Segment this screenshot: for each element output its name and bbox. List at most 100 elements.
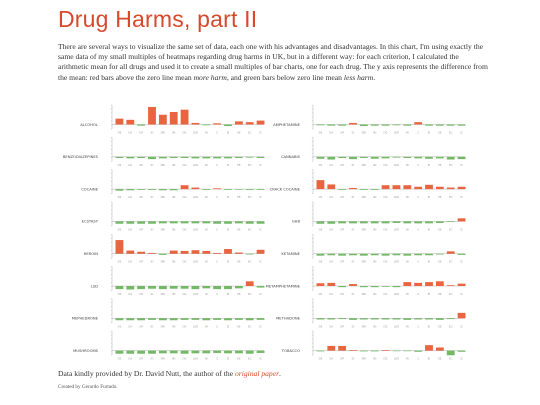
x-tick-label: EC (248, 195, 252, 199)
author-credit: Created by Gerardo Furtado. (58, 384, 118, 390)
x-tick-label: EI (428, 227, 431, 231)
bar (115, 221, 124, 224)
bar (349, 350, 357, 351)
bar (349, 253, 357, 256)
bar (414, 186, 423, 190)
bar (435, 318, 444, 320)
bar (435, 281, 444, 286)
bar (392, 318, 401, 320)
footer-end: . (279, 369, 281, 378)
x-tick-label: IC (259, 195, 262, 199)
bar (213, 252, 222, 254)
drug-label: HEROIN (84, 252, 99, 256)
drug-label: METHADONE (276, 317, 301, 321)
bar (148, 106, 156, 125)
drug-label: TOBACCO (281, 349, 300, 353)
x-tick-label: DP (340, 131, 344, 135)
x-tick-label: LOR (193, 195, 198, 199)
x-tick-label: C (417, 357, 419, 361)
x-tick-label: DS (118, 163, 122, 167)
bar (414, 221, 423, 224)
x-tick-label: ID (151, 227, 154, 231)
x-tick-label: DG (384, 227, 388, 231)
x-tick-label: EC (449, 163, 453, 167)
bar (148, 221, 156, 224)
x-tick-label: DG (384, 324, 388, 328)
x-tick-label: ID (151, 131, 154, 135)
bar (370, 286, 379, 288)
x-tick-label: IC (259, 260, 262, 264)
panel-ketamine: KETAMINE DS DA DP ID DRI IRI DG LOR IN C EI EE EC IC (281, 234, 466, 264)
drug-label: AMPHETAMINE (273, 123, 301, 127)
bar (435, 186, 444, 190)
bar (359, 221, 368, 224)
panel-methadone: METHADONE DS DA DP ID DRI IRI DG LOR IN C EI EE EC IC (276, 298, 466, 328)
bar (115, 156, 124, 158)
bar (245, 221, 254, 224)
x-tick-label: IRI (373, 260, 377, 264)
bar (327, 253, 336, 256)
x-tick-label: IN (205, 163, 208, 167)
x-tick-label: DG (384, 195, 388, 199)
bar (403, 185, 412, 190)
bar (224, 249, 232, 254)
x-tick-label: DRI (161, 324, 166, 328)
x-tick-label: DS (319, 292, 323, 296)
bar (381, 124, 390, 126)
x-tick-label: ID (352, 163, 355, 167)
x-tick-label: DP (139, 163, 143, 167)
panel-crack-cocaine: CRACK COCAINE DS DA DP ID DRI IRI DG LOR IN C EI EE E… (270, 169, 466, 199)
bar (446, 251, 455, 254)
x-tick-label: ID (151, 324, 154, 328)
bar (213, 350, 222, 353)
x-tick-label: C (216, 292, 218, 296)
x-tick-label: C (216, 260, 218, 264)
bar (349, 221, 357, 224)
x-tick-label: LOR (394, 195, 399, 199)
x-tick-label: EE (237, 357, 241, 361)
bar (425, 156, 433, 159)
x-tick-label: DA (128, 324, 132, 328)
original-paper-link[interactable]: original paper (234, 369, 280, 378)
drug-label: LSD (91, 284, 98, 288)
x-tick-label: EI (227, 324, 230, 328)
bar (126, 156, 135, 159)
bar (435, 221, 444, 223)
x-tick-label: IC (460, 292, 463, 296)
x-tick-label: C (216, 357, 218, 361)
bar (316, 124, 325, 126)
bar (115, 318, 124, 321)
x-tick-label: DG (384, 357, 388, 361)
x-tick-label: DRI (161, 260, 166, 264)
x-tick-label: ID (352, 227, 355, 231)
x-tick-label: EI (428, 292, 431, 296)
x-tick-label: LOR (394, 357, 399, 361)
x-tick-label: LOR (193, 163, 198, 167)
bar (370, 318, 379, 320)
bar (425, 124, 433, 126)
x-tick-label: IN (205, 195, 208, 199)
x-tick-label: ID (352, 324, 355, 328)
drug-label: MEPHEDRONE (72, 317, 99, 321)
panel-mephedrone: MEPHEDRONE DS DA DP ID DRI IRI DG LOR IN C EI EE EC IC (72, 298, 265, 328)
data-credit: Data kindly provided by Dr. David Nutt, … (58, 369, 281, 378)
x-tick-label: IC (259, 357, 262, 361)
bar (457, 312, 466, 319)
bar (403, 318, 412, 320)
x-tick-label: ID (151, 260, 154, 264)
bar (180, 250, 189, 254)
bar (359, 286, 368, 288)
x-tick-label: EE (438, 195, 442, 199)
intro-more-harm: more harm (193, 72, 227, 82)
bar (327, 282, 336, 286)
bar (338, 318, 347, 320)
bar (148, 318, 156, 320)
x-tick-label: DS (319, 357, 323, 361)
bar (126, 350, 135, 354)
bar (316, 318, 325, 320)
x-tick-label: LOR (394, 227, 399, 231)
x-tick-label: DG (183, 357, 187, 361)
bar (224, 189, 232, 190)
bar (327, 184, 336, 190)
